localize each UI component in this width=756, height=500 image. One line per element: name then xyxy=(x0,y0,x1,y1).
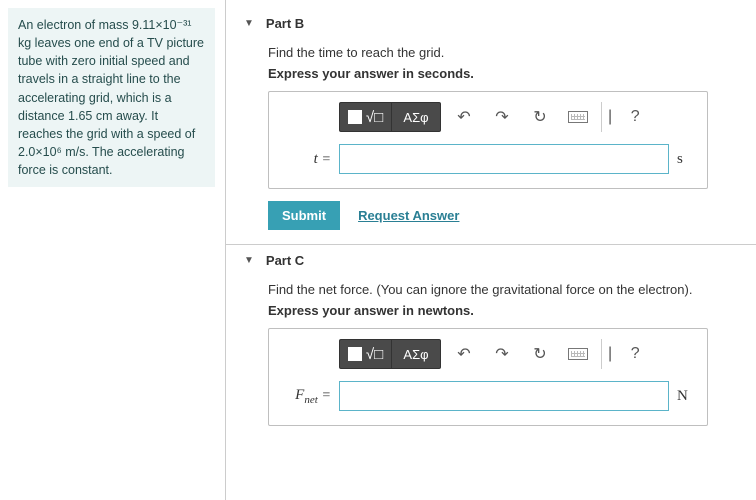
toolbar-sep: | xyxy=(601,339,612,369)
greek-button[interactable]: ΑΣφ xyxy=(391,339,441,369)
request-answer-link[interactable]: Request Answer xyxy=(358,208,459,223)
reset-icon[interactable]: ↻ xyxy=(525,102,555,132)
undo-icon[interactable]: ↶ xyxy=(449,102,479,132)
problem-statement: An electron of mass 9.11×10⁻³¹ kg leaves… xyxy=(8,8,215,187)
part-c-header[interactable]: ▼ Part C xyxy=(244,253,738,268)
keyboard-icon[interactable] xyxy=(563,102,593,132)
undo-icon[interactable]: ↶ xyxy=(449,339,479,369)
part-c-toolbar: √□ ΑΣφ ↶ ↷ ↻ | ? xyxy=(339,339,695,369)
parts-container: ▼ Part B Find the time to reach the grid… xyxy=(225,0,756,500)
part-c-variable: Fnet = xyxy=(281,387,331,406)
submit-button[interactable]: Submit xyxy=(268,201,340,230)
redo-icon[interactable]: ↷ xyxy=(487,102,517,132)
part-b-toolbar: √□ ΑΣφ ↶ ↷ ↻ | ? xyxy=(339,102,695,132)
part-c-unit: N xyxy=(677,388,695,405)
toolbar-sep: | xyxy=(601,102,612,132)
part-c-format: Express your answer in newtons. xyxy=(268,303,738,318)
greek-button[interactable]: ΑΣφ xyxy=(391,102,441,132)
part-b: ▼ Part B Find the time to reach the grid… xyxy=(226,8,756,244)
part-b-variable: t = xyxy=(281,151,331,168)
part-c-answer-box: √□ ΑΣφ ↶ ↷ ↻ | ? Fnet = N xyxy=(268,328,708,426)
template-button[interactable]: √□ xyxy=(339,102,391,132)
help-icon[interactable]: ? xyxy=(620,339,650,369)
part-c-title: Part C xyxy=(266,253,304,268)
caret-down-icon: ▼ xyxy=(244,18,254,29)
part-b-unit: s xyxy=(677,151,695,168)
part-b-instruction: Find the time to reach the grid. xyxy=(268,45,738,60)
part-b-input[interactable] xyxy=(339,144,669,174)
part-b-format: Express your answer in seconds. xyxy=(268,66,738,81)
reset-icon[interactable]: ↻ xyxy=(525,339,555,369)
template-button[interactable]: √□ xyxy=(339,339,391,369)
help-icon[interactable]: ? xyxy=(620,102,650,132)
part-b-title: Part B xyxy=(266,16,304,31)
redo-icon[interactable]: ↷ xyxy=(487,339,517,369)
part-c-input[interactable] xyxy=(339,381,669,411)
part-c: ▼ Part C Find the net force. (You can ig… xyxy=(226,244,756,440)
part-b-header[interactable]: ▼ Part B xyxy=(244,16,738,31)
keyboard-icon[interactable] xyxy=(563,339,593,369)
part-c-instruction: Find the net force. (You can ignore the … xyxy=(268,282,738,297)
caret-down-icon: ▼ xyxy=(244,255,254,266)
part-b-answer-box: √□ ΑΣφ ↶ ↷ ↻ | ? t = s xyxy=(268,91,708,189)
